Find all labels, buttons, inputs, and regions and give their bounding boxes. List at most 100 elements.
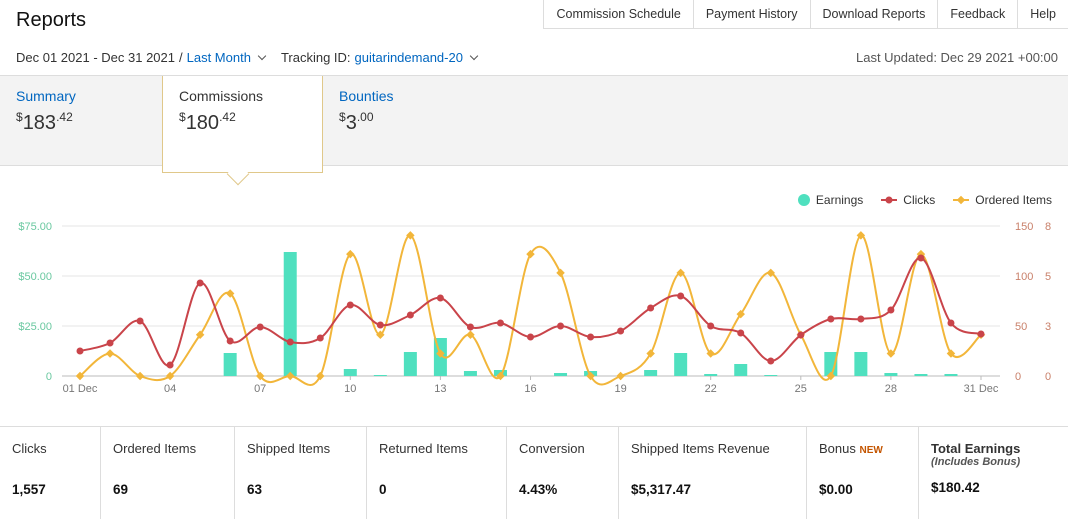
tab-bounties[interactable]: Bounties $3.00 xyxy=(323,76,483,166)
y-left-tick-label: $25.00 xyxy=(18,321,52,333)
ordered-items-point xyxy=(316,371,325,381)
x-tick-label: 22 xyxy=(705,383,717,395)
tab-label: Bounties xyxy=(339,88,394,104)
clicks-point xyxy=(677,292,685,300)
tab-amount: $3.00 xyxy=(339,110,374,134)
ordered-items-point xyxy=(135,371,145,381)
clicks-point xyxy=(256,323,264,331)
ordered-items-point xyxy=(676,268,685,278)
clicks-point xyxy=(767,357,775,365)
download-reports-button[interactable]: Download Reports xyxy=(809,0,938,28)
ordered-items-point xyxy=(165,371,175,381)
y-items-tick-label: 8 xyxy=(1045,221,1051,233)
x-tick-label: 04 xyxy=(164,383,176,395)
stat-clicks: Clicks 1,557 xyxy=(0,427,101,519)
tracking-id-link[interactable]: guitarindemand-20 xyxy=(354,50,463,65)
ordered-items-point xyxy=(736,309,745,319)
tab-commissions[interactable]: Commissions $180.42 xyxy=(162,76,323,173)
earnings-bar xyxy=(734,364,748,376)
chart-legend: Earnings Clicks Ordered Items xyxy=(797,193,1052,207)
clicks-point xyxy=(527,333,534,341)
ordered-items-point xyxy=(556,268,565,278)
x-tick-label: 07 xyxy=(254,383,266,395)
tab-amount: $180.42 xyxy=(179,110,236,134)
stat-returned-items: Returned Items 0 xyxy=(367,427,507,519)
clicks-point xyxy=(917,254,925,262)
stat-total-earnings: Total Earnings (Includes Bonus) $180.42 xyxy=(931,441,1021,495)
earnings-bar xyxy=(343,369,357,376)
ordered-items-point xyxy=(946,349,956,358)
clicks-point xyxy=(707,322,715,330)
ordered-items-point xyxy=(255,371,265,381)
payment-history-button[interactable]: Payment History xyxy=(692,0,810,28)
earnings-bar xyxy=(764,375,778,376)
earnings-bar xyxy=(704,374,718,376)
tab-label: Summary xyxy=(16,88,76,104)
x-tick-label: 13 xyxy=(434,383,446,395)
stats-row: Clicks 1,557 Ordered Items 69 Shipped It… xyxy=(0,426,1068,519)
ordered-items-point xyxy=(466,330,475,339)
new-badge: NEW xyxy=(859,445,883,456)
y-clicks-tick-label: 150 xyxy=(1015,221,1033,233)
ordered-items-point xyxy=(406,231,415,240)
ordered-items-point xyxy=(646,349,655,358)
stat-conversion: Conversion 4.43% xyxy=(507,427,619,519)
earnings-bar xyxy=(644,370,658,376)
ordered-items-point xyxy=(436,349,445,358)
earnings-bar xyxy=(373,375,387,376)
stat-bonus: Bonus NEW $0.00 xyxy=(807,427,919,519)
period-link[interactable]: Last Month xyxy=(186,50,251,65)
chevron-down-icon[interactable] xyxy=(257,51,267,61)
earnings-chart: $75.00 150 8 $50.00 100 5 $25.00 50 3 0 0 0 01 Dec 04… xyxy=(18,221,1051,395)
x-tick-label: 25 xyxy=(795,383,807,395)
ordered-items-point xyxy=(586,371,595,381)
y-left-tick-label: 0 xyxy=(46,371,52,383)
ordered-items-point xyxy=(285,371,295,381)
clicks-point xyxy=(196,279,204,287)
clicks-point xyxy=(376,321,384,329)
clicks-point xyxy=(647,304,655,312)
legend-clicks[interactable]: Clicks xyxy=(881,193,935,207)
legend-earnings[interactable]: Earnings xyxy=(797,193,863,207)
earnings-bar xyxy=(223,353,237,376)
clicks-point xyxy=(316,334,324,342)
x-tick-label: 01 Dec xyxy=(63,383,98,395)
stat-shipped-items: Shipped Items 63 xyxy=(235,427,367,519)
earnings-bar xyxy=(283,252,297,376)
clicks-point xyxy=(76,347,84,355)
clicks-point xyxy=(226,337,234,345)
ordered-items-point xyxy=(346,249,355,259)
date-range: Dec 01 2021 - Dec 31 2021 xyxy=(16,50,175,65)
help-button[interactable]: Help xyxy=(1017,0,1068,28)
page-title: Reports xyxy=(16,9,87,31)
earnings-bar xyxy=(914,374,928,376)
clicks-point xyxy=(827,315,835,323)
y-items-tick-label: 3 xyxy=(1045,321,1051,333)
ordered-items-point xyxy=(706,349,715,358)
clicks-point xyxy=(406,311,414,319)
commission-schedule-button[interactable]: Commission Schedule xyxy=(543,0,692,28)
clicks-point xyxy=(617,327,625,335)
clicks-point xyxy=(106,339,114,347)
clicks-point xyxy=(857,315,865,323)
tab-summary[interactable]: Summary $183.42 xyxy=(0,76,162,166)
legend-ordered-items[interactable]: Ordered Items xyxy=(953,193,1052,207)
x-tick-label: 19 xyxy=(614,383,626,395)
tab-amount: $183.42 xyxy=(16,110,73,134)
stat-ordered-items: Ordered Items 69 xyxy=(101,427,235,519)
report-tabs: Summary $183.42 Commissions $180.42 Boun… xyxy=(0,75,1068,173)
y-clicks-tick-label: 50 xyxy=(1015,321,1027,333)
clicks-point xyxy=(286,338,294,346)
ordered-items-point xyxy=(75,371,85,381)
x-tick-label: 16 xyxy=(524,383,536,395)
stat-shipped-revenue: Shipped Items Revenue $5,317.47 xyxy=(619,427,807,519)
chevron-down-icon[interactable] xyxy=(469,51,479,61)
ordered-items-line-icon xyxy=(953,195,970,205)
clicks-point xyxy=(346,301,354,309)
y-left-tick-label: $75.00 xyxy=(18,221,52,233)
feedback-button[interactable]: Feedback xyxy=(937,0,1017,28)
ordered-items-point xyxy=(496,371,505,381)
ordered-items-point xyxy=(376,330,385,339)
x-tick-label: 28 xyxy=(885,383,897,395)
y-clicks-tick-label: 100 xyxy=(1015,271,1033,283)
